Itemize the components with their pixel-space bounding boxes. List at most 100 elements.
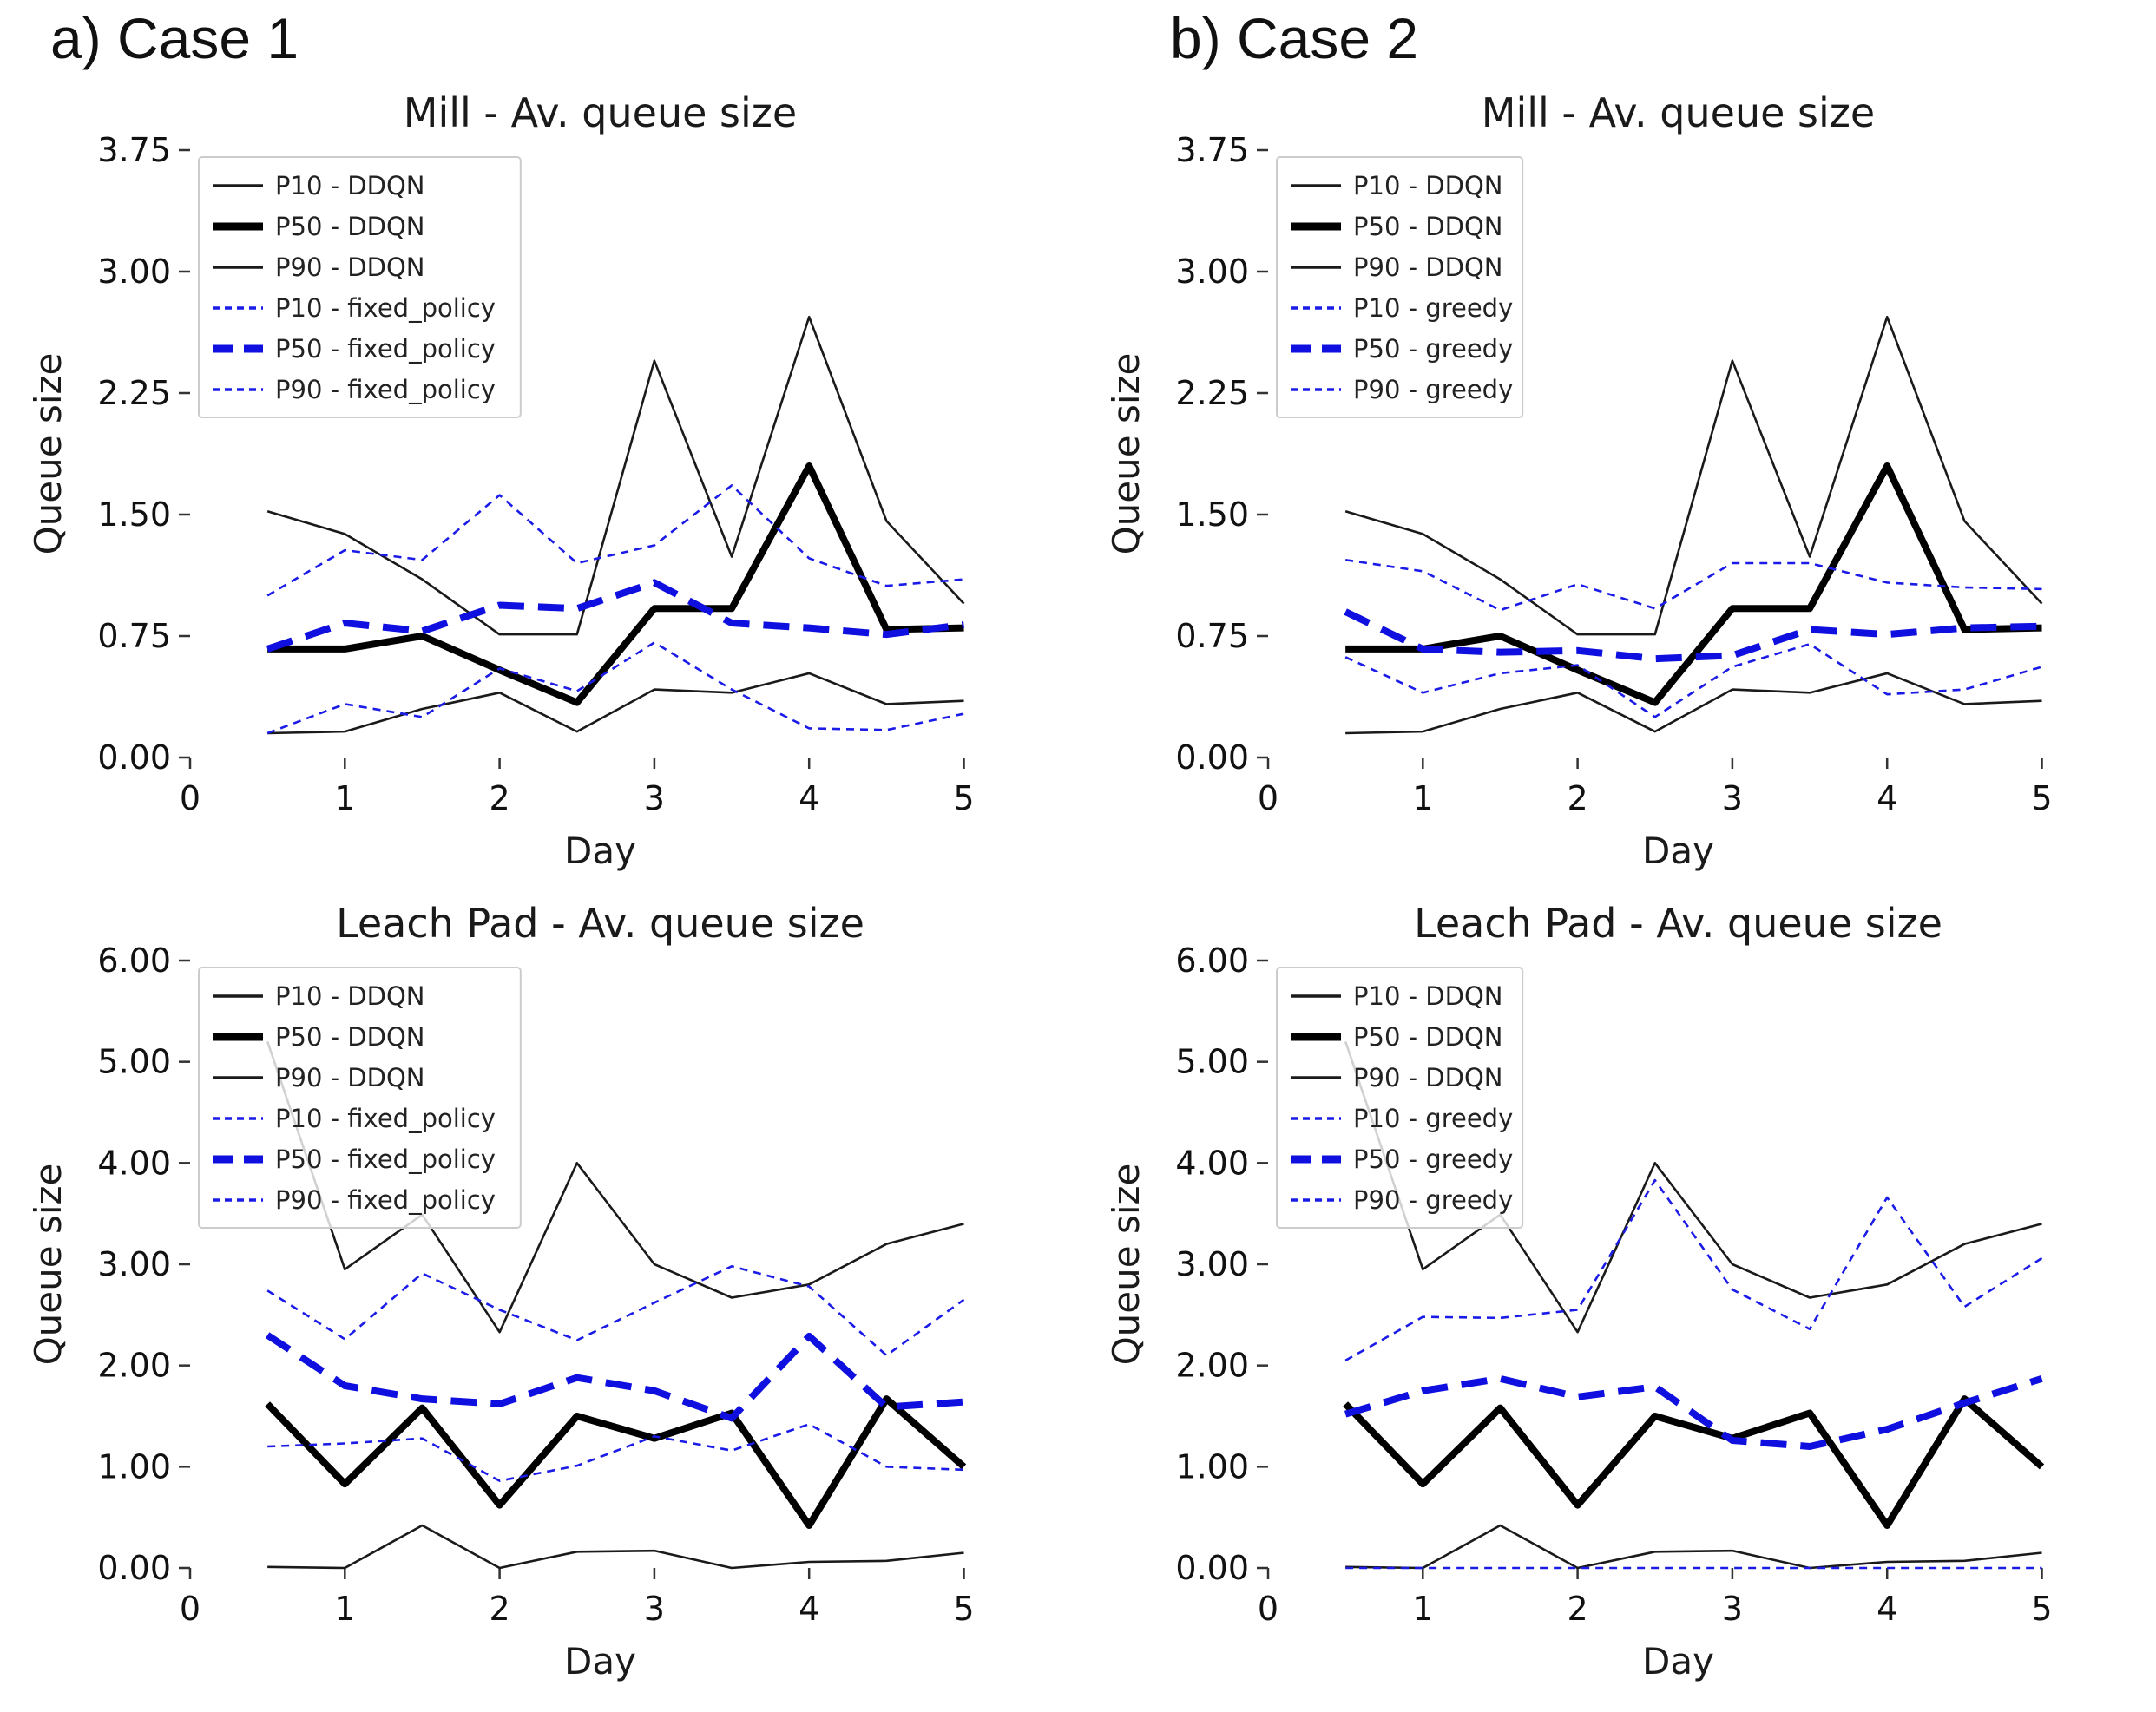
x-tick-label: 4 [1877, 1590, 1897, 1628]
chart-case2-mill: Mill - Av. queue size Queue size Day 0.00 0.… [1090, 76, 2140, 887]
y-axis-label: Queue size [1105, 353, 1147, 555]
x-axis-label: Day [564, 830, 636, 872]
y-tick-label: 1.50 [97, 495, 171, 534]
x-axis-label: Day [564, 1640, 636, 1682]
series-line-p90-greedy [1344, 1178, 2043, 1361]
y-tick-label: 6.00 [97, 941, 171, 980]
x-tick-label: 1 [334, 1590, 355, 1628]
chart-svg-case1-leachpad: Leach Pad - Av. queue size Queue size Day 0… [27, 900, 975, 1682]
series-line-p50-greedy [1344, 608, 2042, 663]
y-tick-label: 0.75 [97, 617, 171, 655]
legend-label-p50-greedy: P50 - greedy [1353, 334, 1513, 364]
x-tick-label: 0 [180, 1590, 200, 1628]
x-tick-label: 0 [1258, 779, 1278, 817]
x-tick-label: 1 [1412, 779, 1433, 817]
y-tick-label: 1.50 [1175, 495, 1249, 534]
x-tick-label: 1 [1412, 1590, 1433, 1628]
y-tick-label: 0.75 [1175, 617, 1249, 655]
series-line-p90-fixed-policy [266, 1265, 965, 1357]
chart-svg-case2-leachpad: Leach Pad - Av. queue size Queue size Day 0… [1105, 900, 2053, 1682]
legend-label-p90-ddqn: P90 - DDQN [1353, 1063, 1502, 1092]
legend-label-p10-fixed-policy: P10 - fixed_policy [275, 293, 496, 323]
legend-label-p10-ddqn: P10 - DDQN [1353, 981, 1502, 1011]
series-line-p10-ddqn [267, 672, 964, 735]
y-tick-label: 4.00 [97, 1144, 171, 1182]
series-line-p90-greedy [1344, 558, 2042, 612]
chart-svg-case2-mill: Mill - Av. queue size Queue size Day 0.00 0.… [1105, 89, 2053, 872]
y-tick-label: 0.00 [1175, 738, 1249, 777]
legend-label-p50-fixed-policy: P50 - fixed_policy [275, 1145, 496, 1174]
header-case-2: b) Case 2 [1170, 6, 1419, 70]
series-line-p50-fixed-policy [266, 579, 965, 653]
legend-label-p90-ddqn: P90 - DDQN [275, 1063, 424, 1092]
legend: P10 - DDQN P50 - DDQN P90 - DDQN P10 - gree… [1276, 156, 1524, 418]
chart-case2-leachpad: Leach Pad - Av. queue size Queue size Day 0… [1090, 887, 2140, 1697]
legend-label-p90-greedy: P90 - greedy [1353, 1185, 1513, 1215]
series-line-p50-ddqn [1345, 462, 2042, 706]
legend-label-p50-greedy: P50 - greedy [1353, 1145, 1513, 1174]
y-tick-label: 2.25 [97, 374, 171, 412]
series-line-p90-ddqn [1344, 1040, 2042, 1334]
legend-label-p10-ddqn: P10 - DDQN [275, 981, 424, 1011]
legend-label-p50-fixed-policy: P50 - fixed_policy [275, 334, 496, 364]
x-tick-label: 3 [644, 779, 665, 817]
x-tick-label: 0 [180, 779, 200, 817]
chart-title: Leach Pad - Av. queue size [336, 900, 864, 947]
x-tick-label: 0 [1258, 1590, 1278, 1628]
x-axis-label: Day [1642, 1640, 1714, 1682]
legend: P10 - DDQN P50 - DDQN P90 - DDQN P10 - fixe… [198, 967, 522, 1229]
x-tick-label: 1 [334, 779, 355, 817]
y-tick-label: 0.00 [1175, 1549, 1249, 1587]
chart-case1-mill: Mill - Av. queue size Queue size Day 0.00 0.… [12, 76, 1062, 887]
y-tick-label: 3.00 [97, 1245, 171, 1283]
y-tick-label: 5.00 [1175, 1043, 1249, 1081]
series-line-p10-ddqn [267, 1524, 964, 1570]
x-axis-label: Day [1642, 830, 1714, 872]
legend-label-p10-ddqn: P10 - DDQN [275, 171, 424, 200]
chart-case1-leachpad: Leach Pad - Av. queue size Queue size Day 0… [12, 887, 1062, 1697]
y-tick-label: 0.00 [97, 738, 171, 777]
series-line-p10-ddqn [1345, 672, 2042, 735]
x-tick-label: 4 [1877, 779, 1897, 817]
legend-label-p90-fixed-policy: P90 - fixed_policy [275, 375, 496, 404]
series-line-p10-greedy [1344, 643, 2042, 718]
x-tick-label: 3 [644, 1590, 665, 1628]
y-tick-label: 2.00 [97, 1347, 171, 1385]
legend: P10 - DDQN P50 - DDQN P90 - DDQN P10 - gree… [1276, 967, 1524, 1229]
legend-box [198, 967, 522, 1229]
legend-label-p50-ddqn: P50 - DDQN [1353, 1022, 1502, 1052]
legend-label-p50-ddqn: P50 - DDQN [1353, 212, 1502, 241]
chart-title: Mill - Av. queue size [1482, 89, 1875, 136]
series-line-p10-fixed-policy [267, 1423, 964, 1482]
y-tick-label: 2.25 [1175, 374, 1249, 412]
legend: P10 - DDQN P50 - DDQN P90 - DDQN P10 - fixe… [198, 156, 522, 418]
legend-label-p90-ddqn: P90 - DDQN [275, 253, 424, 282]
series-line-p50-ddqn [265, 1395, 967, 1529]
y-axis-label: Queue size [27, 353, 69, 555]
series-line-p50-ddqn [267, 462, 964, 706]
series-line-p90-ddqn [266, 315, 965, 636]
legend-label-p10-greedy: P10 - greedy [1353, 1104, 1513, 1133]
y-tick-label: 5.00 [97, 1043, 171, 1081]
legend-label-p50-ddqn: P50 - DDQN [275, 212, 424, 241]
x-tick-label: 3 [1722, 1590, 1743, 1628]
series-line-p90-ddqn [266, 1040, 964, 1334]
series-line-p10-ddqn [1345, 1524, 2042, 1570]
x-tick-label: 2 [1568, 779, 1588, 817]
legend-label-p10-ddqn: P10 - DDQN [1353, 171, 1502, 200]
x-tick-label: 4 [799, 1590, 819, 1628]
y-tick-label: 1.00 [97, 1447, 171, 1486]
header-case-1: a) Case 1 [50, 6, 299, 70]
series-line-p50-greedy [1344, 1374, 2043, 1450]
y-tick-label: 0.00 [97, 1549, 171, 1587]
x-tick-label: 2 [490, 779, 510, 817]
y-axis-label: Queue size [1105, 1164, 1147, 1366]
y-tick-label: 3.75 [97, 131, 171, 169]
series-line-p90-ddqn [1344, 315, 2043, 636]
x-tick-label: 4 [799, 779, 819, 817]
x-tick-label: 2 [490, 1590, 510, 1628]
y-tick-label: 3.75 [1175, 131, 1249, 169]
series-line-p50-fixed-policy [265, 1332, 964, 1422]
legend-label-p10-fixed-policy: P10 - fixed_policy [275, 1104, 496, 1133]
x-tick-label: 5 [953, 779, 974, 817]
